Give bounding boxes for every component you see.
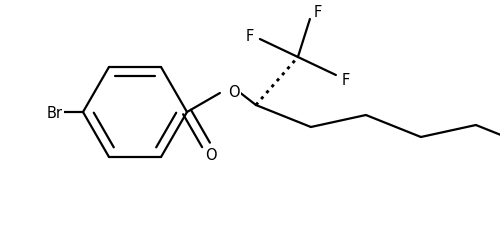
Text: Br: Br xyxy=(47,105,63,120)
Text: O: O xyxy=(228,84,239,99)
Text: F: F xyxy=(246,28,254,43)
Text: F: F xyxy=(314,5,322,20)
Text: F: F xyxy=(342,72,350,87)
Text: O: O xyxy=(205,148,217,163)
